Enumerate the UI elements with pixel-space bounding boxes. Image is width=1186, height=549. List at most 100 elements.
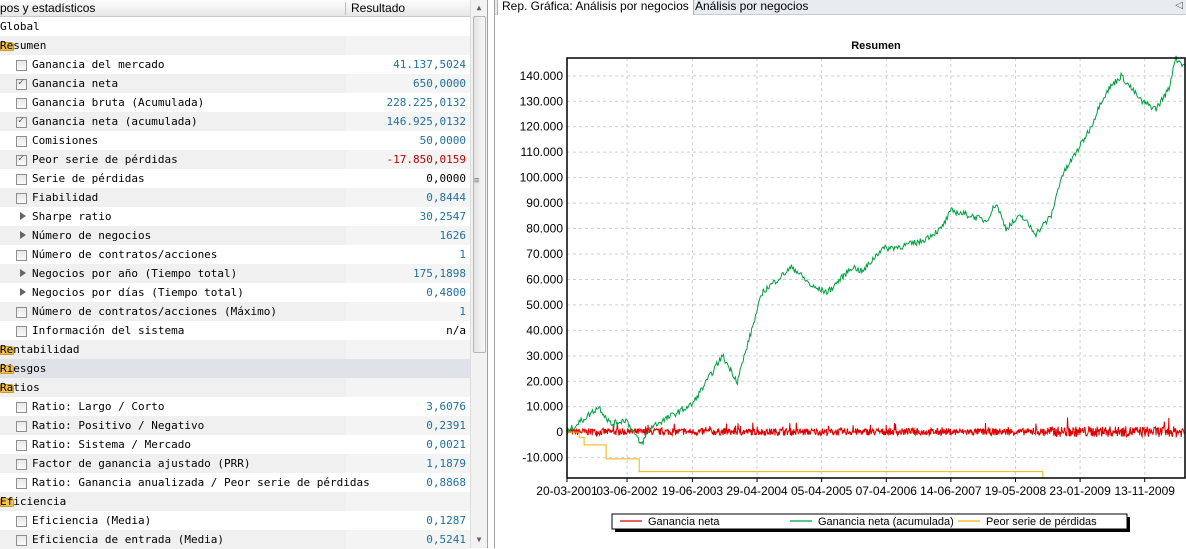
list-item[interactable]: Número de contratos/acciones (Máximo) 1: [0, 302, 470, 321]
y-tick-label: 50.000: [526, 298, 563, 312]
y-tick-label: 120.000: [520, 120, 564, 134]
folder-icon: [0, 365, 14, 374]
list-item[interactable]: Información del sistema n/a: [0, 321, 470, 340]
tab-scroll-left-icon[interactable]: ◁: [1175, 0, 1183, 11]
tab-bar: Rep. Gráfica: Análisis por negocios Anál…: [495, 0, 1186, 15]
tree-group[interactable]: Resumen: [0, 36, 470, 55]
item-label: Ganancia bruta (Acumulada): [32, 96, 205, 109]
checkbox[interactable]: [16, 307, 27, 318]
series-line-ganancia-neta-acumulada: [566, 55, 1186, 446]
scroll-up-icon[interactable]: ▲: [476, 3, 482, 12]
list-item[interactable]: Ratio: Largo / Corto 3,6076: [0, 397, 470, 416]
item-label: Negocios por días (Tiempo total): [32, 286, 244, 299]
list-item[interactable]: Sharpe ratio 30,2547: [0, 207, 470, 226]
item-value: 0,1287: [426, 514, 466, 527]
y-tick-label: 0: [556, 425, 563, 439]
list-item[interactable]: Número de contratos/acciones 1: [0, 245, 470, 264]
item-label: Información del sistema: [32, 324, 185, 337]
checkbox[interactable]: [16, 193, 27, 204]
tree-group[interactable]: Ratios: [0, 378, 470, 397]
vertical-scrollbar[interactable]: ▲ ≡ ▼: [470, 0, 487, 548]
checkbox[interactable]: [16, 77, 27, 90]
item-value: 0,8868: [426, 476, 466, 489]
checkbox[interactable]: [16, 516, 27, 527]
list-item[interactable]: Ganancia bruta (Acumulada) 228.225,0132: [0, 93, 470, 112]
result-cell: [346, 492, 470, 511]
checkbox[interactable]: [16, 60, 27, 71]
x-tick-label: 03-06-2002: [596, 484, 658, 498]
item-value: 0,0021: [426, 438, 466, 451]
statistics-panel: pos y estadísticos Resultado Global Resum…: [0, 0, 488, 549]
checkbox[interactable]: [16, 250, 27, 261]
result-cell: [346, 188, 470, 207]
checkbox[interactable]: [16, 535, 27, 546]
list-item[interactable]: Comisiones 50,0000: [0, 131, 470, 150]
list-item[interactable]: Factor de ganancia ajustado (PRR) 1,1879: [0, 454, 470, 473]
x-tick-label: 20-03-2001: [536, 484, 598, 498]
item-value: 650,0000: [413, 77, 466, 90]
item-label: Eficiencia (Media): [32, 514, 152, 527]
y-tick-label: 30.000: [526, 349, 563, 363]
checkbox[interactable]: [16, 98, 27, 109]
result-cell: [346, 226, 470, 245]
item-value: 1,1879: [426, 457, 466, 470]
tree-group[interactable]: Rentabilidad: [0, 340, 470, 359]
list-item[interactable]: Negocios por año (Tiempo total) 175,1898: [0, 264, 470, 283]
result-cell: [346, 17, 470, 36]
checkbox[interactable]: [16, 421, 27, 432]
checkbox[interactable]: [16, 478, 27, 489]
statistics-tree: Global Resumen Ganancia del mercado 41.137,…: [0, 17, 470, 549]
checkbox[interactable]: [16, 153, 27, 166]
list-item[interactable]: Ratio: Ganancia anualizada / Peor serie …: [0, 473, 470, 492]
column-divider[interactable]: [345, 2, 346, 15]
list-item[interactable]: Ganancia neta 650,0000: [0, 74, 470, 93]
column-header-statistics[interactable]: pos y estadísticos: [0, 1, 96, 15]
checkbox[interactable]: [16, 115, 27, 128]
item-value: 1626: [439, 229, 467, 242]
legend-label: Peor serie de pérdidas: [986, 516, 1097, 528]
tree-group[interactable]: Riesgos: [0, 359, 470, 378]
list-item[interactable]: Ratio: Sistema / Mercado 0,0021: [0, 435, 470, 454]
result-cell: [346, 302, 470, 321]
list-item[interactable]: Peor serie de pérdidas -17.850,0159: [0, 150, 470, 169]
checkbox[interactable]: [16, 174, 27, 185]
expand-arrow-icon[interactable]: [20, 212, 26, 220]
y-tick-label: 110.000: [521, 145, 564, 159]
checkbox[interactable]: [16, 459, 27, 470]
list-item[interactable]: Ganancia del mercado 41.137,5024: [0, 55, 470, 74]
checkbox[interactable]: [16, 402, 27, 413]
result-cell: [346, 340, 470, 359]
tab-trade-analysis[interactable]: Análisis por negocios: [695, 0, 809, 13]
list-item[interactable]: Ratio: Positivo / Negativo 0,2391: [0, 416, 470, 435]
tab-graphic-report[interactable]: Rep. Gráfica: Análisis por negocios: [497, 0, 694, 15]
tree-group[interactable]: Global: [0, 17, 470, 36]
expand-arrow-icon[interactable]: [20, 231, 26, 239]
tree-group[interactable]: Eficiencia: [0, 492, 470, 511]
expand-arrow-icon[interactable]: [20, 269, 26, 277]
scrollbar-thumb[interactable]: [473, 16, 486, 353]
chart-title: Resumen: [851, 40, 901, 52]
item-value: 1: [459, 305, 466, 318]
result-cell: [346, 112, 470, 131]
checkbox[interactable]: [16, 440, 27, 451]
y-tick-label: 130.000: [520, 94, 564, 108]
list-item[interactable]: Número de negocios 1626: [0, 226, 470, 245]
item-label: Ratio: Positivo / Negativo: [32, 419, 205, 432]
list-item[interactable]: Fiabilidad 0,8444: [0, 188, 470, 207]
column-header-result[interactable]: Resultado: [351, 1, 406, 15]
item-value: 30,2547: [419, 210, 466, 223]
grip-icon: ≡: [474, 176, 480, 186]
item-value: 0,8444: [426, 191, 466, 204]
list-item[interactable]: Ganancia neta (acumulada) 146.925,0132: [0, 112, 470, 131]
checkbox[interactable]: [16, 326, 27, 337]
item-label: Peor serie de pérdidas: [32, 153, 178, 166]
list-item[interactable]: Eficiencia (Media) 0,1287: [0, 511, 470, 530]
list-item[interactable]: Negocios por días (Tiempo total) 0,4800: [0, 283, 470, 302]
list-item[interactable]: Eficiencia de entrada (Media) 0,5241: [0, 530, 470, 549]
expand-arrow-icon[interactable]: [20, 288, 26, 296]
checkbox[interactable]: [16, 136, 27, 147]
item-value: n/a: [446, 324, 466, 337]
x-tick-label: 23-01-2009: [1049, 484, 1111, 498]
list-item[interactable]: Serie de pérdidas 0,0000: [0, 169, 470, 188]
scroll-down-icon[interactable]: ▼: [476, 535, 482, 544]
